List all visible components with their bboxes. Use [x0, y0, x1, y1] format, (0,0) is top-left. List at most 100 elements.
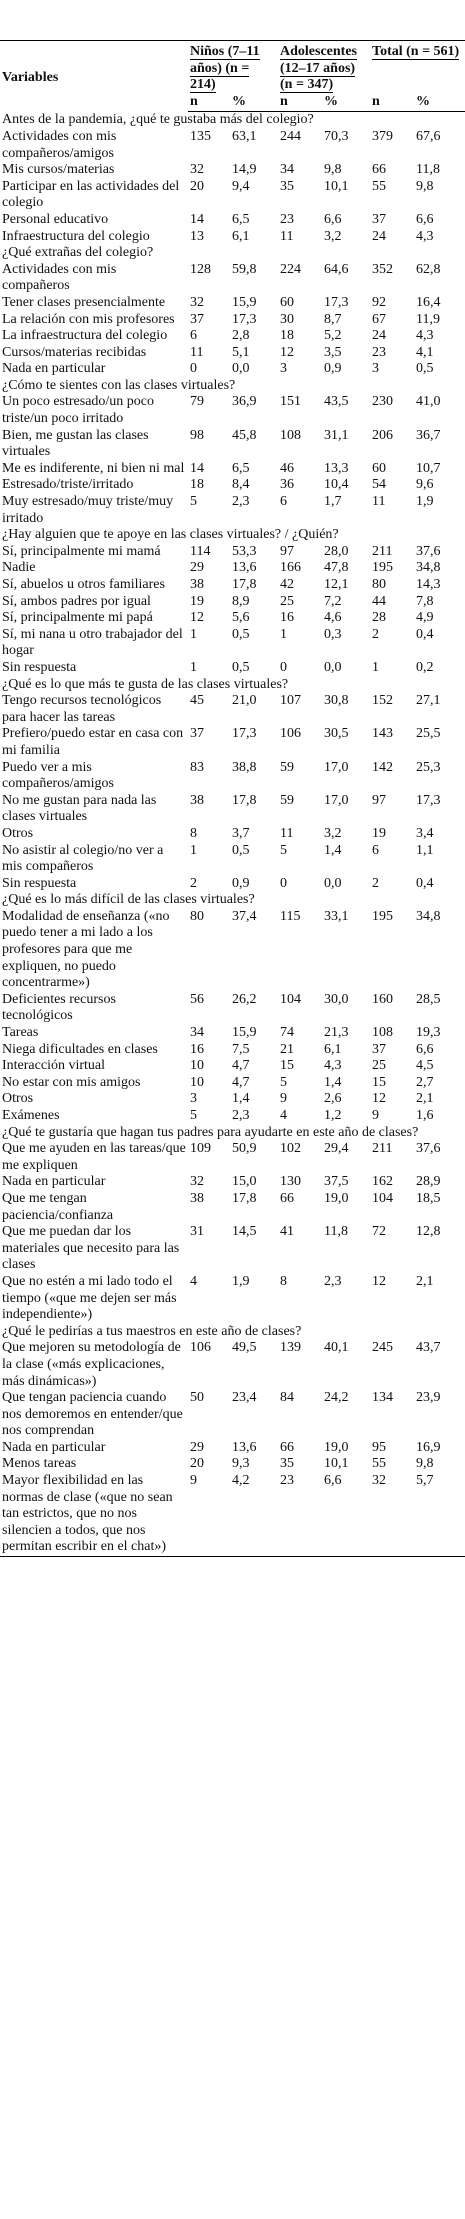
- data-row: Me es indiferente, ni bien ni mal 14 6,5 46…: [0, 461, 465, 478]
- cell-value: 66: [372, 162, 387, 178]
- cell-value: 21: [280, 1041, 295, 1057]
- cell-value: 106: [280, 726, 302, 742]
- cell-label: No me gustan para nada las clases virtua…: [2, 792, 157, 825]
- data-row: Nada en particular 0 0,0 3 0,9 3 0,5: [0, 361, 465, 378]
- section-title: ¿Qué es lo más difícil de las clases vir…: [2, 892, 255, 908]
- cell-value: 59: [280, 759, 295, 775]
- cell-value: 46: [280, 460, 295, 476]
- cell-value: 28,0: [324, 543, 349, 559]
- data-row: Exámenes 5 2,3 4 1,2 9 1,6: [0, 1108, 465, 1125]
- cell-value: 42: [280, 577, 295, 592]
- cell-value: 224: [280, 261, 302, 277]
- cell-value: 8,4: [232, 477, 250, 493]
- cell-value: 9: [372, 1108, 380, 1123]
- cell-label: Que no estén a mi lado todo el tiempo («…: [2, 1273, 177, 1323]
- cell-value: 35: [280, 1456, 295, 1472]
- cell-value: 43,5: [324, 394, 349, 410]
- cell-label: Mayor flexibilidad en las normas de clas…: [0, 1473, 188, 1558]
- cell-value: 35: [280, 178, 295, 194]
- cell-value: 12,1: [324, 577, 349, 592]
- cell-value: 23,9: [416, 1390, 441, 1406]
- cell-value: 12: [372, 1091, 387, 1107]
- cell-value: 166: [280, 560, 302, 576]
- cell-value: 25: [280, 593, 295, 609]
- data-row: Modalidad de enseñanza («no puedo tener …: [0, 909, 465, 992]
- cell-value: 17,0: [324, 759, 349, 775]
- cell-label: Interacción virtual: [2, 1058, 106, 1074]
- cell-value: 50: [190, 1390, 204, 1406]
- cell-value: 12,8: [416, 1224, 441, 1240]
- cell-value: 11,8: [416, 162, 441, 178]
- cell-value: 14,9: [232, 162, 257, 178]
- cell-value: 17,3: [232, 726, 257, 742]
- cell-value: 4,3: [416, 328, 434, 344]
- cell-value: 14,5: [232, 1224, 257, 1240]
- cell-value: 5: [280, 1074, 288, 1090]
- cell-value: 10,1: [324, 178, 349, 194]
- cell-value: 10,7: [416, 460, 441, 476]
- cell-value: 23,4: [232, 1390, 257, 1406]
- cell-value: 5,1: [232, 344, 250, 360]
- cell-label: Que me tengan paciencia/confianza: [2, 1190, 114, 1223]
- cell-value: 45,8: [232, 427, 257, 443]
- cell-label: Tener clases presencialmente: [2, 294, 166, 310]
- cell-value: 9,6: [416, 477, 434, 493]
- cell-value: 12: [190, 610, 204, 626]
- cell-value: 17,8: [232, 1190, 257, 1206]
- cell-value: 11: [280, 825, 294, 841]
- cell-value: 15,0: [232, 1174, 257, 1190]
- cell-label: Estresado/triste/irritado: [2, 477, 134, 493]
- data-row: Actividades con mis compañeros/amigos 135…: [0, 129, 465, 162]
- data-row: Sí, ambos padres por igual 19 8,9 25 7,2 44 7,…: [0, 594, 465, 611]
- data-row: Menos tareas 20 9,3 35 10,1 55 9,8: [0, 1456, 465, 1473]
- cell-label: Nada en particular: [2, 1439, 106, 1455]
- cell-value: 2: [190, 875, 197, 891]
- cell-value: 0,4: [416, 875, 434, 891]
- cell-value: 4,6: [324, 610, 342, 626]
- cell-value: 9,8: [416, 1456, 434, 1472]
- cell-value: 211: [372, 1141, 393, 1157]
- data-row: Sin respuesta 2 0,9 0 0,0 2 0,4: [0, 876, 465, 893]
- section-title: ¿Cómo te sientes con las clases virtuale…: [2, 377, 236, 393]
- cell-value: 27,1: [416, 693, 441, 709]
- data-row: La relación con mis profesores 37 17,3 30 8,…: [0, 312, 465, 329]
- cell-value: 1: [190, 659, 197, 675]
- cell-value: 19,3: [416, 1025, 441, 1041]
- data-row: No estar con mis amigos 10 4,7 5 1,4 15 2,7: [0, 1075, 465, 1092]
- cell-value: 4,9: [416, 610, 434, 626]
- cell-value: 230: [372, 394, 394, 410]
- cell-value: 13,3: [324, 460, 349, 476]
- cell-value: 34: [190, 1025, 204, 1041]
- cell-value: 16,9: [416, 1439, 441, 1455]
- cell-value: 66: [280, 1190, 295, 1206]
- cell-value: 108: [280, 427, 302, 443]
- cell-value: 0,9: [232, 875, 250, 891]
- cell-value: 102: [280, 1141, 302, 1157]
- section-row: ¿Hay alguien que te apoye en las clases …: [0, 527, 465, 544]
- cell-value: 17,3: [416, 792, 441, 808]
- cell-value: 162: [372, 1174, 394, 1190]
- cell-value: 4: [280, 1108, 288, 1123]
- cell-value: 10: [190, 1058, 204, 1074]
- cell-value: 135: [190, 128, 211, 144]
- cell-value: 3: [372, 361, 380, 377]
- cell-value: 4,3: [324, 1058, 342, 1074]
- cell-value: 24,2: [324, 1390, 349, 1406]
- cell-value: 5,7: [414, 1473, 465, 1558]
- cell-label: Actividades con mis compañeros: [2, 261, 117, 294]
- cell-value: 1,6: [416, 1108, 434, 1123]
- section-title: ¿Qué le pedirías a tus maestros en este …: [2, 1323, 302, 1339]
- data-row: Sí, principalmente mi papá 12 5,6 16 4,6 28 4,…: [0, 610, 465, 627]
- cell-label: Actividades con mis compañeros/amigos: [2, 128, 117, 161]
- cell-value: 14,3: [416, 577, 441, 592]
- cell-value: 3,2: [324, 825, 342, 841]
- cell-value: 67,6: [416, 128, 441, 144]
- cell-value: 74: [280, 1025, 295, 1041]
- cell-value: 16: [190, 1041, 204, 1057]
- cell-label: Sin respuesta: [2, 875, 77, 891]
- subheader: %: [322, 93, 371, 113]
- cell-label: Sí, principalmente mi mamá: [2, 543, 161, 559]
- cell-value: 8: [280, 1273, 288, 1289]
- header-group: Total (n = 561): [370, 39, 465, 94]
- cell-value: 8,7: [324, 311, 342, 327]
